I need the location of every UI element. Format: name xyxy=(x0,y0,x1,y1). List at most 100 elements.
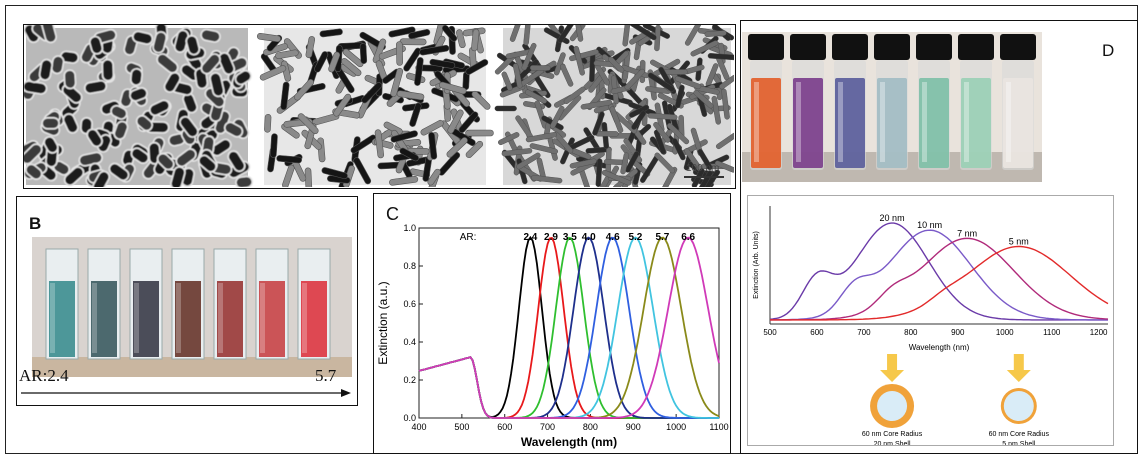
nanorod xyxy=(256,33,281,43)
series-line xyxy=(418,236,720,419)
nanorod xyxy=(465,129,494,137)
nanorod xyxy=(293,79,314,101)
nanorod xyxy=(200,53,221,75)
series-line xyxy=(418,236,720,419)
arrow-head xyxy=(1006,370,1031,382)
nanorod xyxy=(573,45,585,76)
cuvette-liquid xyxy=(301,281,327,357)
core-shell-caption: 60 nm Core Radius xyxy=(862,431,923,438)
nanorod xyxy=(321,167,348,180)
nanorod xyxy=(603,158,628,166)
series-label: 3.5 xyxy=(563,232,577,243)
y-tick-label: 0.2 xyxy=(403,375,416,385)
nanorod xyxy=(223,121,244,138)
nanorod xyxy=(647,113,678,120)
nanorod xyxy=(523,25,532,46)
nanorod xyxy=(259,65,287,81)
series-label: 5 nm xyxy=(1009,237,1029,247)
nanorod xyxy=(86,128,103,148)
nanorod xyxy=(135,114,153,132)
series-label: 7 nm xyxy=(957,228,977,238)
nanorod xyxy=(314,51,329,73)
cuvette-liquid xyxy=(133,281,159,357)
nanorod xyxy=(333,93,352,117)
nanorod xyxy=(43,136,59,154)
nanorod xyxy=(659,166,678,187)
nanorod xyxy=(671,138,686,161)
nanorod xyxy=(179,115,199,138)
ar-start-label: AR:2.4 xyxy=(19,366,69,385)
nanorod xyxy=(297,113,319,135)
x-tick-label: 800 xyxy=(583,422,598,432)
nanorod xyxy=(675,84,685,109)
panel-a: A 100 nm xyxy=(23,24,736,189)
cuvette-liquid xyxy=(217,281,243,357)
nanorod xyxy=(719,74,734,90)
nanorod xyxy=(41,25,58,44)
x-tick-label: 1100 xyxy=(709,422,728,432)
nanorod xyxy=(595,130,619,137)
nanorod xyxy=(557,25,575,44)
nanorod xyxy=(62,113,79,134)
nanorod xyxy=(408,29,431,40)
vial-cap xyxy=(916,34,952,60)
nanorod xyxy=(110,104,128,120)
nanorod xyxy=(529,143,559,155)
nanorod xyxy=(270,133,278,158)
nanorod xyxy=(429,58,456,69)
nanorod xyxy=(714,160,734,173)
panel-c-label: C xyxy=(386,204,399,224)
nanorod xyxy=(601,169,632,186)
y-tick-label: 1.0 xyxy=(403,223,416,233)
series-label: 20 nm xyxy=(880,213,905,223)
nanorod xyxy=(698,170,713,187)
x-tick-label: 900 xyxy=(951,328,965,337)
vial-cap xyxy=(748,34,784,60)
core-shell-caption: 5 nm Shell xyxy=(1002,441,1036,445)
x-tick-label: 1100 xyxy=(1043,328,1061,337)
panel-b: B AR:2.4 5.7 xyxy=(16,196,358,406)
nanorod xyxy=(276,155,302,164)
nanorod xyxy=(148,99,171,117)
nanorod xyxy=(560,63,574,87)
y-tick-label: 0.0 xyxy=(403,413,416,423)
nanorod xyxy=(524,89,547,104)
vial-liquid xyxy=(961,78,991,168)
panel-b-label: B xyxy=(29,214,42,233)
nanorod xyxy=(654,152,676,174)
nanorod xyxy=(447,109,464,134)
nanorod xyxy=(280,81,290,111)
x-tick-label: 500 xyxy=(763,328,777,337)
series-label: 6.6 xyxy=(681,232,695,243)
vial-cap xyxy=(1000,34,1036,60)
vial-cap xyxy=(832,34,868,60)
vial-liquid xyxy=(835,78,865,168)
nanorod xyxy=(234,69,252,86)
nanorod xyxy=(439,81,467,95)
series-label: 5.7 xyxy=(655,232,669,243)
x-tick-label: 800 xyxy=(904,328,918,337)
extinction-chart-d: 500 600 700 800 900 1000 1100 1200 Wavelength (n… xyxy=(753,206,1109,445)
nanorod xyxy=(200,28,221,43)
nanorod xyxy=(569,158,597,169)
nanorod xyxy=(516,152,541,170)
nanorod xyxy=(608,56,625,73)
nanorod xyxy=(427,168,441,186)
nanorod xyxy=(63,166,85,187)
series-label: 4.6 xyxy=(606,232,620,243)
vial-liquid xyxy=(877,78,907,168)
nanorod xyxy=(521,42,537,71)
nanorod xyxy=(498,132,520,146)
nanorod xyxy=(185,34,201,56)
nanorod xyxy=(209,72,225,98)
tem-images: 100 nm xyxy=(24,25,734,187)
series-label: 2.9 xyxy=(544,232,558,243)
nanorod xyxy=(531,175,563,184)
tem-image-3-rods xyxy=(494,25,734,187)
cuvette-liquid xyxy=(91,281,117,357)
vials-photo xyxy=(742,32,1042,182)
nanorod xyxy=(372,38,387,64)
nanorod xyxy=(446,137,468,158)
nanorod xyxy=(101,58,115,82)
nanorod xyxy=(711,95,722,125)
